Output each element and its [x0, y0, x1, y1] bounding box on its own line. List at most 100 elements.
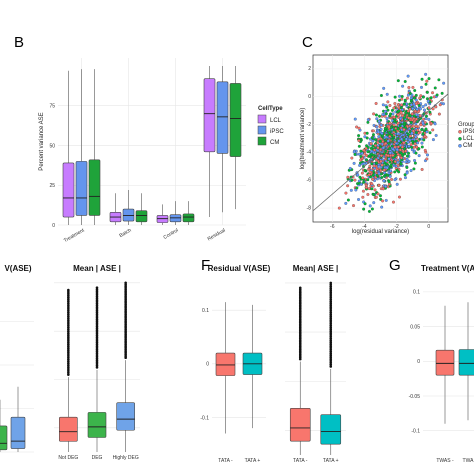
- panel-e-charts: V(ASE) Mean | ASE | Not DEG DEG Highly DEG: [0, 264, 140, 461]
- panel-f-right-xtick-label: TATA -: [293, 458, 308, 464]
- panel-c-point: [425, 79, 429, 83]
- panel-c-point: [414, 131, 418, 135]
- panel-c-point: [415, 107, 419, 111]
- panel-c-point: [363, 202, 367, 206]
- panel-b-cm-1-box: [135, 210, 148, 223]
- panel-e-right-outlier: [67, 315, 70, 318]
- panel-c-point: [370, 207, 374, 211]
- panel-c-point: [424, 82, 428, 86]
- panel-b-legend-swatch-lcl: [257, 114, 267, 124]
- panel-c-point: [409, 143, 413, 147]
- panel-f-left-xtick-label: TATA -: [218, 458, 233, 464]
- panel-c-point: [400, 145, 404, 149]
- panel-c-point: [381, 187, 385, 191]
- panel-c-point: [395, 182, 399, 186]
- panel-c-point: [406, 140, 410, 144]
- panel-letter-c: C: [302, 34, 313, 51]
- panel-c-point: [376, 141, 380, 145]
- panel-c-xtick-label: -4: [362, 224, 367, 230]
- panel-f-right-outlier: [329, 331, 333, 335]
- panel-c-point: [375, 161, 379, 165]
- panel-c-point: [423, 134, 427, 138]
- panel-f-right-outlier: [329, 307, 333, 311]
- panel-c-point: [404, 149, 408, 153]
- panel-c-point: [379, 154, 383, 158]
- panel-c-point: [370, 136, 374, 140]
- panel-f-right-outlier: [329, 333, 333, 337]
- panel-e-right-outlier: [67, 298, 70, 301]
- panel-c-point: [379, 94, 383, 97]
- panel-c-point: [429, 96, 433, 100]
- panel-c-point: [399, 156, 403, 160]
- panel-b-ipsc-3-box: [216, 81, 229, 154]
- panel-c-point: [428, 110, 432, 114]
- panel-c-point: [403, 98, 407, 102]
- panel-c-point: [370, 152, 373, 156]
- panel-c-point: [396, 145, 400, 149]
- panel-b-ylabel: Percent variance ASE: [39, 112, 45, 170]
- panel-c-point: [357, 134, 361, 138]
- panel-c-point: [424, 127, 428, 131]
- panel-b-ytick-label: 25: [49, 183, 55, 189]
- panel-b-ytick-label: 50: [49, 143, 55, 149]
- panel-e-right-box-1-box: [87, 412, 107, 438]
- panel-f-right-outlier: [329, 289, 333, 292]
- panel-c-point: [402, 141, 406, 145]
- panel-c-xtick-label: 0: [427, 224, 430, 230]
- panel-c-point: [393, 160, 397, 164]
- panel-c-point: [371, 177, 375, 181]
- panel-e-right-outlier: [67, 294, 70, 298]
- panel-c-legend-label: LCL: [463, 136, 474, 142]
- panel-f-left-ytick-label: 0: [206, 362, 209, 368]
- panel-c-point: [417, 109, 421, 113]
- panel-c-point: [377, 183, 381, 187]
- panel-c-point: [405, 154, 409, 158]
- panel-c-point: [381, 113, 385, 116]
- panel-c-point: [355, 186, 359, 190]
- panel-c-point: [369, 142, 373, 146]
- panel-c-point: [370, 182, 374, 186]
- panel-c-point: [400, 152, 404, 156]
- panel-f-right-outlier: [329, 303, 333, 307]
- panel-e-right-outlier: [67, 318, 70, 322]
- panel-c-point: [398, 195, 401, 199]
- panel-c-point: [385, 92, 389, 96]
- panel-e-right-outlier: [67, 307, 70, 311]
- panel-c-point: [391, 153, 395, 157]
- panel-c-point: [419, 107, 422, 111]
- panel-c-point: [419, 94, 423, 98]
- panel-e-right-outlier: [67, 341, 70, 345]
- panel-f-right-outlier: [329, 281, 333, 285]
- panel-c-legend-label: iPSC: [463, 129, 474, 135]
- panel-c-point: [409, 121, 413, 125]
- panel-c-point: [360, 171, 364, 175]
- panel-c-point: [416, 141, 420, 145]
- panel-c-point: [431, 138, 435, 142]
- panel-c-point: [412, 145, 416, 149]
- panel-c-point: [377, 172, 381, 176]
- panel-c-point: [395, 168, 399, 172]
- panel-c-point: [392, 200, 395, 204]
- panel-c-point: [390, 108, 394, 112]
- panel-c-point: [386, 154, 390, 158]
- panel-c-point: [380, 175, 384, 179]
- panel-c-point: [417, 103, 421, 107]
- panel-c-point: [352, 204, 355, 208]
- panel-b-legend-swatch-cm: [257, 136, 267, 146]
- panel-e-right-xtick-label: DEG: [92, 455, 103, 461]
- panel-f-right-outlier: [329, 335, 333, 339]
- panel-c-scatter: -6 -4 -2 0 -8 -6 -4 -2 0 2 log(residual variance) l…: [300, 54, 474, 235]
- panel-c-point: [375, 117, 379, 121]
- panel-c-point: [396, 152, 400, 156]
- panel-e-right-outlier: [67, 356, 70, 360]
- panel-c-point: [390, 133, 394, 137]
- panel-c-point: [408, 92, 412, 95]
- panel-f-right-outlier: [329, 352, 333, 355]
- panel-f-right-outlier: [329, 344, 333, 348]
- panel-b-ytick-label: 0: [52, 223, 55, 229]
- panel-c-point: [379, 159, 383, 163]
- panel-f-right-outlier: [329, 328, 333, 331]
- panel-b-lcl-3-box: [203, 78, 216, 153]
- panel-c-point: [392, 123, 396, 127]
